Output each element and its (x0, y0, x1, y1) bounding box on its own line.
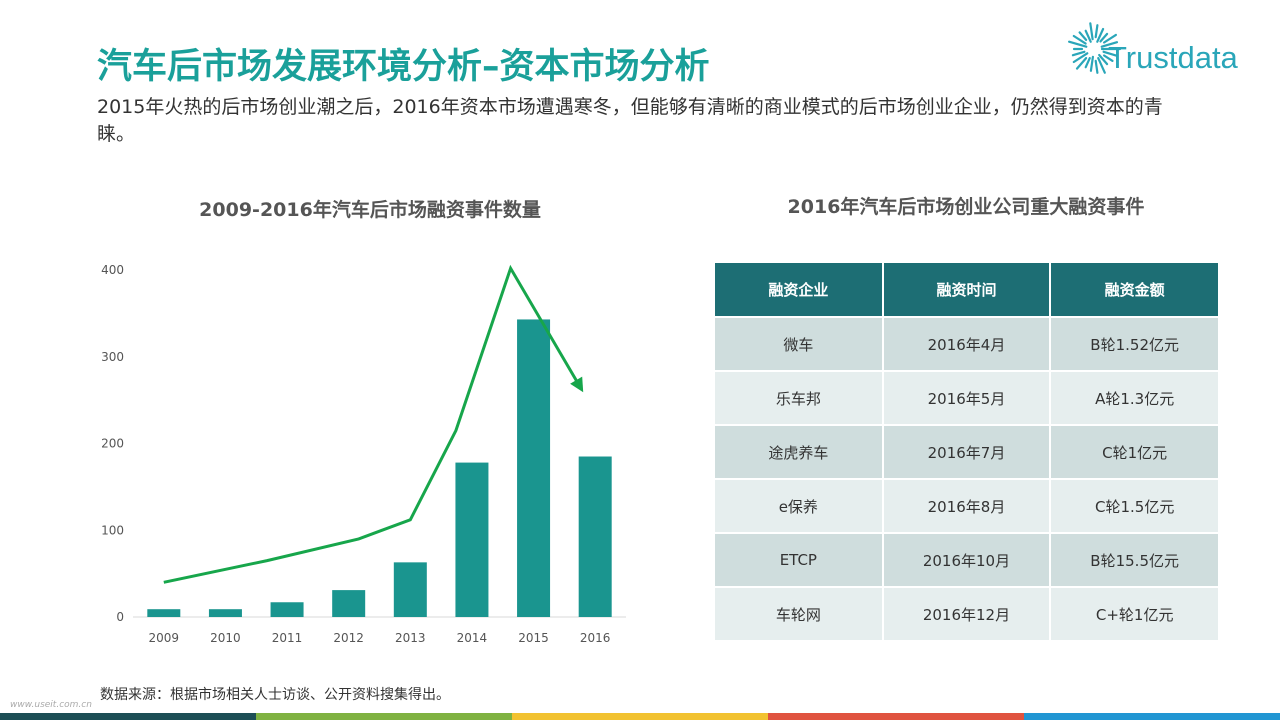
table-row: 车轮网 2016年12月 C+轮1亿元 (715, 587, 1218, 642)
trend-arrow-icon (570, 376, 584, 393)
funding-table: 融资企业 融资时间 融资金额 微车 2016年4月 B轮1.52亿元 乐车邦 2… (715, 263, 1218, 642)
bar-2012 (332, 590, 366, 617)
x-axis: 2009 2010 2011 2012 2013 2014 2015 2016 (149, 631, 611, 645)
y-tick-label: 400 (101, 263, 124, 277)
x-tick-label: 2010 (210, 631, 241, 645)
footer-segment (0, 713, 256, 720)
cell-amount: C轮1亿元 (1050, 425, 1218, 480)
watermark: www.useit.com.cn (10, 700, 92, 710)
table-row: 乐车邦 2016年5月 A轮1.3亿元 (715, 371, 1218, 426)
footer-segment (512, 713, 768, 720)
data-source-note: 数据来源：根据市场相关人士访谈、公开资料搜集得出。 (100, 687, 450, 703)
cell-date: 2016年8月 (882, 479, 1052, 534)
cell-amount: C轮1.5亿元 (1050, 479, 1218, 534)
page-subtitle: 2015年火热的后市场创业潮之后，2016年资本市场遭遇寒冬，但能够有清晰的商业… (97, 96, 1163, 145)
bar-2014 (455, 462, 489, 617)
cell-date: 2016年12月 (882, 587, 1052, 642)
cell-company: e保养 (715, 479, 884, 534)
cell-company: 乐车邦 (715, 371, 884, 426)
bar-2013 (393, 562, 427, 617)
table-row: 途虎养车 2016年7月 C轮1亿元 (715, 425, 1218, 480)
x-tick-label: 2012 (333, 631, 364, 645)
table-row: 微车 2016年4月 B轮1.52亿元 (715, 317, 1218, 372)
table-title: 2016年汽车后市场创业公司重大融资事件 (787, 196, 1145, 218)
cell-company: 车轮网 (715, 587, 884, 642)
x-tick-label: 2009 (149, 631, 180, 645)
table-row: e保养 2016年8月 C轮1.5亿元 (715, 479, 1218, 534)
logo-text: Trustdata (1108, 40, 1238, 75)
y-tick-label: 0 (116, 610, 124, 624)
x-tick-label: 2014 (457, 631, 488, 645)
cell-amount: A轮1.3亿元 (1050, 371, 1218, 426)
header-amount: 融资金额 (1050, 263, 1218, 318)
x-tick-label: 2016 (580, 631, 611, 645)
bar-2016 (578, 456, 612, 617)
x-tick-label: 2013 (395, 631, 426, 645)
footer-segment (1024, 713, 1280, 720)
footer-color-bar (0, 713, 1280, 720)
y-tick-label: 100 (101, 523, 124, 537)
cell-company: 途虎养车 (715, 425, 884, 480)
page-title: 汽车后市场发展环境分析–资本市场分析 (97, 47, 710, 87)
y-tick-label: 200 (101, 437, 124, 451)
cell-company: ETCP (715, 533, 884, 588)
bar-2010 (208, 609, 242, 617)
table-row: ETCP 2016年10月 B轮15.5亿元 (715, 533, 1218, 588)
chart-title: 2009-2016年汽车后市场融资事件数量 (199, 199, 541, 221)
footer-segment (256, 713, 512, 720)
footer-segment (768, 713, 1024, 720)
header-date: 融资时间 (882, 263, 1052, 318)
table-header-row: 融资企业 融资时间 融资金额 (715, 263, 1218, 318)
cell-date: 2016年10月 (882, 533, 1052, 588)
y-axis: 400 300 200 100 0 (101, 263, 124, 624)
bars-group (147, 319, 612, 617)
header-company: 融资企业 (715, 263, 884, 318)
bar-2009 (147, 609, 181, 617)
cell-amount: B轮1.52亿元 (1050, 317, 1218, 372)
cell-company: 微车 (715, 317, 884, 372)
bar-2011 (270, 602, 304, 617)
x-tick-label: 2011 (272, 631, 303, 645)
cell-date: 2016年4月 (882, 317, 1052, 372)
y-tick-label: 300 (101, 350, 124, 364)
trend-line (163, 264, 582, 584)
cell-date: 2016年7月 (882, 425, 1052, 480)
trustdata-logo-icon (1068, 22, 1122, 74)
bar-2015 (517, 319, 551, 617)
cell-amount: B轮15.5亿元 (1050, 533, 1218, 588)
x-tick-label: 2015 (518, 631, 549, 645)
cell-amount: C+轮1亿元 (1050, 587, 1218, 642)
cell-date: 2016年5月 (882, 371, 1052, 426)
